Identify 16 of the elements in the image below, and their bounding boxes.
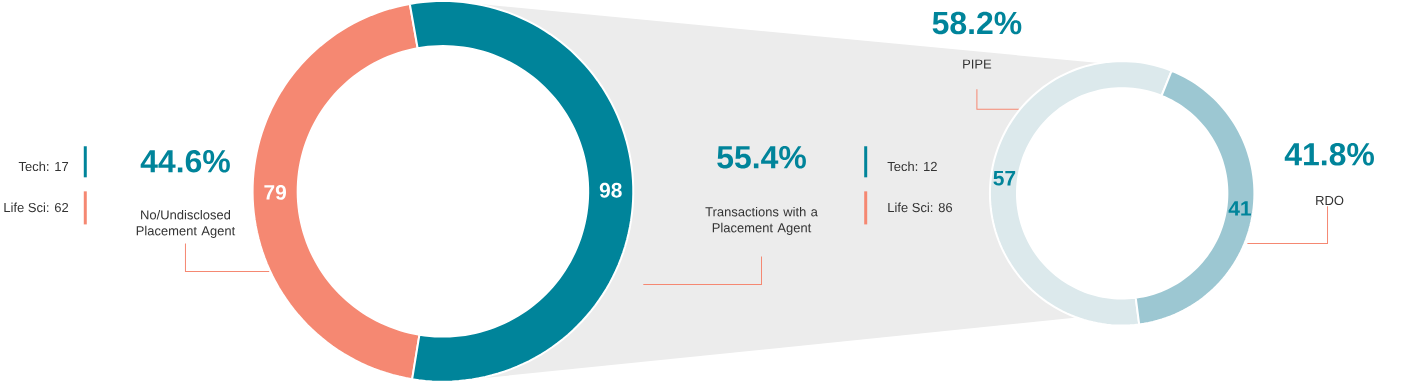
data-label: 98	[599, 183, 622, 198]
slice-label: RDO	[1316, 196, 1344, 206]
text: 44.6%	[140, 150, 230, 173]
text: Life Sci: 86	[888, 202, 953, 213]
slice-label: PIPE	[963, 59, 992, 69]
slice-label: Transactions with a Placement Agent	[705, 207, 818, 236]
text: 58.2%	[932, 11, 1022, 35]
text: Tech: 12	[887, 161, 937, 172]
slice-label: No/Undisclosed Placement Agent	[136, 210, 236, 239]
text: 41.8%	[1284, 143, 1374, 166]
data-label: 41	[1228, 201, 1251, 216]
text: Tech: 17	[18, 161, 69, 172]
data-label: 79	[264, 185, 286, 200]
text: Life Sci: 62	[4, 202, 69, 213]
text: 55.4%	[717, 146, 806, 169]
data-label: 57	[993, 171, 1016, 186]
